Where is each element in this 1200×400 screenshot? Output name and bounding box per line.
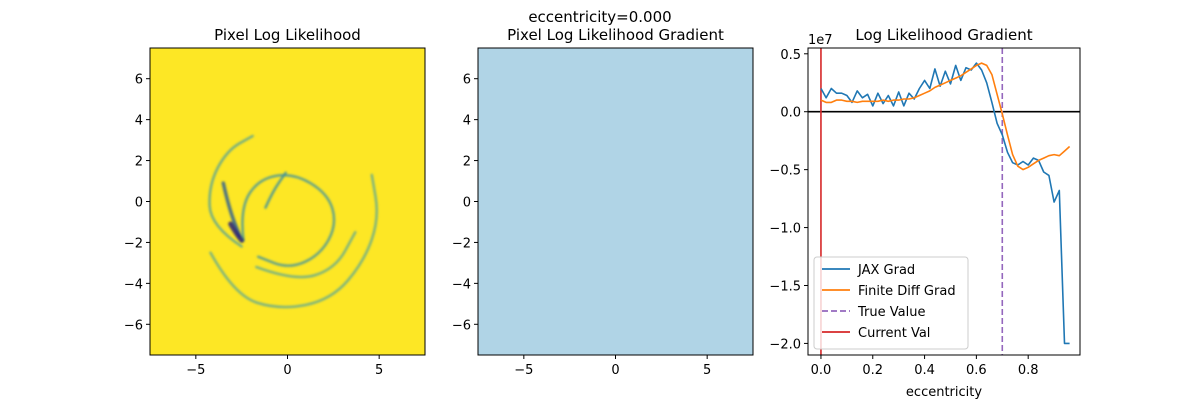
x-tick-label: 5 bbox=[703, 363, 711, 378]
x-tick-label: 5 bbox=[375, 363, 383, 378]
heatmap-feature-inner-spiral bbox=[241, 173, 336, 267]
x-tick-label: 0 bbox=[611, 363, 619, 378]
x-tick-label: 0 bbox=[283, 363, 291, 378]
x-axis-label: eccentricity bbox=[906, 385, 982, 400]
x-tick-label: −5 bbox=[186, 363, 205, 378]
heatmap-feature-core-dark bbox=[228, 221, 245, 243]
y-tick-label: −6 bbox=[124, 318, 143, 333]
y-tick-label: −2.0 bbox=[769, 337, 801, 352]
y-tick-label: 4 bbox=[135, 114, 143, 129]
legend-label: True Value bbox=[857, 305, 925, 320]
y-tick-label: −1.5 bbox=[769, 279, 801, 294]
heatmap-2-background bbox=[478, 48, 753, 355]
panel-log-likelihood-gradient: Log Likelihood Gradient 1e7 eccentricity… bbox=[769, 26, 1081, 400]
heatmap-feature-left-streak bbox=[221, 181, 242, 239]
y-tick-label: −1.0 bbox=[769, 222, 801, 237]
panel-pixel-log-likelihood-gradient: Pixel Log Likelihood Gradient −5 0 5 −6 −4 −2… bbox=[452, 26, 754, 378]
y-tick-label: 2 bbox=[135, 155, 143, 170]
y-tick-label: 0 bbox=[463, 196, 471, 211]
panel-1-title: Pixel Log Likelihood bbox=[214, 26, 361, 44]
panel-3-title: Log Likelihood Gradient bbox=[855, 26, 1032, 44]
x-tick-label: −5 bbox=[514, 363, 533, 378]
y-offset-label: 1e7 bbox=[808, 33, 833, 48]
panel-3-axes: 0.0 0.2 0.4 0.6 0.8 0.5 0.0 −0.5 −1.0 −1.5 −2.0 bbox=[769, 48, 1038, 378]
heatmap-feature-bottom-swirl bbox=[209, 173, 378, 309]
y-tick-label: −2 bbox=[452, 236, 471, 251]
y-tick-label: 2 bbox=[463, 155, 471, 170]
y-tick-label: −4 bbox=[452, 277, 471, 292]
x-tick-label: 0.6 bbox=[966, 363, 987, 378]
y-tick-label: 6 bbox=[135, 73, 143, 88]
y-tick-label: 0.5 bbox=[780, 48, 801, 63]
legend-box bbox=[813, 256, 969, 350]
y-tick-label: −2 bbox=[124, 236, 143, 251]
legend-label: JAX Grad bbox=[857, 263, 915, 278]
series-line-jax-grad bbox=[820, 62, 1070, 345]
panel-2-title: Pixel Log Likelihood Gradient bbox=[507, 26, 724, 44]
heatmap-1-features bbox=[208, 134, 378, 309]
y-tick-label: 6 bbox=[463, 73, 471, 88]
figure-suptitle: eccentricity=0.000 bbox=[528, 8, 671, 26]
x-tick-label: 0.8 bbox=[1018, 363, 1039, 378]
x-tick-label: 0.4 bbox=[914, 363, 935, 378]
series-line-finite-diff-grad bbox=[820, 62, 1071, 171]
panel-pixel-log-likelihood: Pixel Log Likelihood −5 0 5 −6 −4 −2 0 2 4 6 bbox=[124, 26, 426, 378]
legend-label: Finite Diff Grad bbox=[858, 284, 956, 299]
heatmap-feature-lower-arc bbox=[255, 231, 357, 279]
x-tick-label: 0.2 bbox=[862, 363, 883, 378]
y-tick-label: 0 bbox=[135, 196, 143, 211]
heatmap-feature-center-streak bbox=[264, 171, 287, 209]
legend: JAX Grad Finite Diff Grad True Value Curren… bbox=[813, 256, 969, 350]
heatmap-1-background bbox=[150, 48, 425, 355]
panel-3-frame bbox=[807, 47, 1081, 356]
y-tick-label: 4 bbox=[463, 114, 471, 129]
y-tick-label: 0.0 bbox=[780, 106, 801, 121]
panel-1-axes: −5 0 5 −6 −4 −2 0 2 4 6 bbox=[124, 73, 383, 378]
x-tick-label: 0.0 bbox=[811, 363, 832, 378]
panel-2-axes: −5 0 5 −6 −4 −2 0 2 4 6 bbox=[452, 73, 711, 378]
y-tick-label: −4 bbox=[124, 277, 143, 292]
heatmap-feature-outer-arc bbox=[208, 134, 254, 248]
y-tick-label: −0.5 bbox=[769, 164, 801, 179]
legend-label: Current Val bbox=[858, 326, 930, 341]
y-tick-label: −6 bbox=[452, 318, 471, 333]
